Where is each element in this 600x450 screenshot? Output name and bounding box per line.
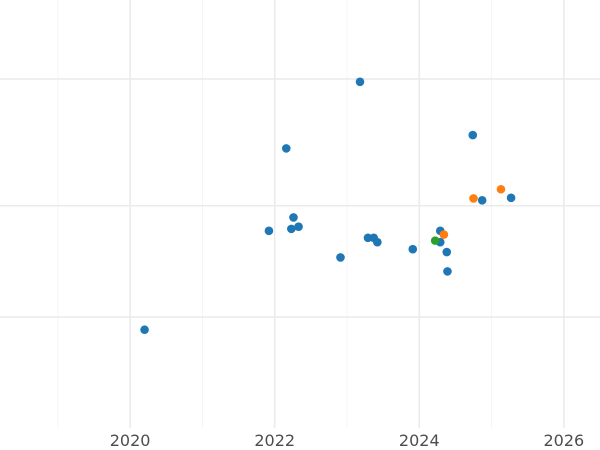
data-point bbox=[468, 130, 478, 140]
data-point bbox=[469, 194, 478, 203]
data-point bbox=[336, 253, 345, 262]
data-point bbox=[264, 226, 274, 236]
data-point bbox=[287, 224, 296, 234]
x-axis-ticks: 2020 2022 2024 2026 bbox=[110, 431, 584, 450]
data-point bbox=[442, 247, 452, 257]
data-point bbox=[439, 230, 449, 239]
data-point bbox=[506, 193, 516, 203]
data-point bbox=[289, 213, 298, 222]
x-tick-label: 2026 bbox=[543, 431, 584, 450]
data-point bbox=[408, 244, 418, 254]
data-point bbox=[281, 144, 291, 153]
data-point bbox=[430, 236, 440, 245]
data-point bbox=[140, 325, 149, 335]
data-point bbox=[294, 222, 303, 231]
x-tick-label: 2020 bbox=[110, 431, 151, 450]
data-point bbox=[496, 184, 506, 194]
grid bbox=[0, 0, 600, 428]
data-point bbox=[443, 267, 452, 276]
data-point bbox=[373, 237, 382, 247]
data-point bbox=[477, 196, 487, 205]
x-tick-label: 2024 bbox=[399, 431, 440, 450]
x-tick-label: 2022 bbox=[254, 431, 295, 450]
data-points bbox=[140, 77, 516, 335]
data-point bbox=[355, 77, 365, 87]
